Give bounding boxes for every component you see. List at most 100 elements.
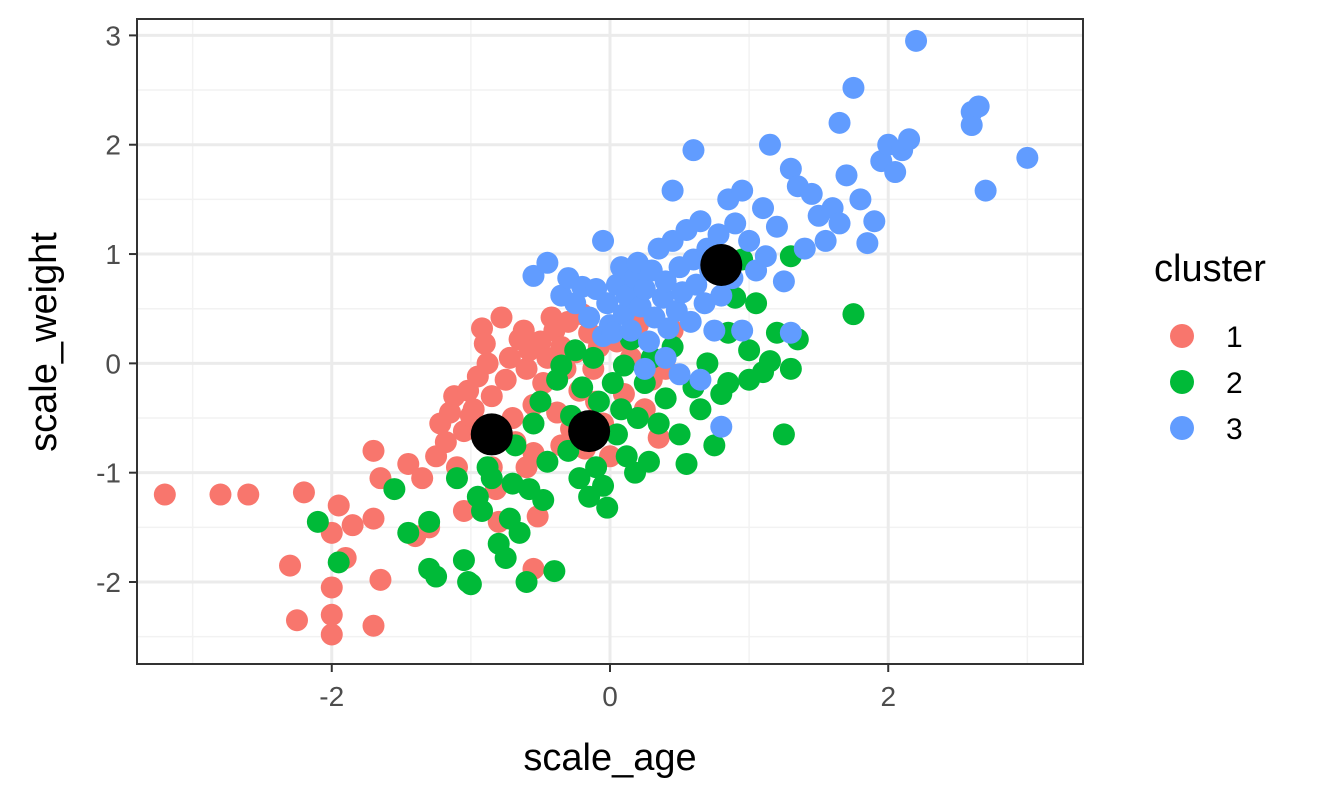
data-point-cluster-3 [884,161,907,184]
y-tick-label: -2 [96,567,121,598]
data-point-cluster-3 [710,415,733,438]
data-point-cluster-2 [383,478,406,501]
data-point-cluster-2 [615,445,638,468]
data-point-cluster-3 [596,292,619,315]
data-point-cluster-2 [610,398,633,421]
data-point-cluster-2 [508,521,531,544]
data-point-cluster-1 [369,568,392,591]
centroid-point [568,410,611,453]
data-point-cluster-3 [758,133,781,156]
data-point-cluster-2 [564,339,587,362]
y-tick-label: 2 [105,130,121,161]
data-point-cluster-1 [397,452,420,475]
data-point-cluster-3 [856,232,879,255]
data-point-cluster-1 [209,483,232,506]
data-point-cluster-3 [960,114,983,137]
data-point-cluster-3 [849,188,872,211]
data-point-cluster-3 [828,111,851,134]
data-point-cluster-3 [842,76,865,99]
data-point-cluster-3 [633,278,656,301]
data-point-cluster-3 [592,229,615,252]
data-point-cluster-3 [679,310,702,333]
data-point-cluster-3 [724,212,747,235]
legend-key-cluster-2 [1170,370,1194,394]
data-point-cluster-2 [592,474,615,497]
data-point-cluster-2 [529,390,552,413]
data-point-cluster-1 [473,332,496,355]
data-point-cluster-2 [522,412,545,435]
data-point-cluster-3 [967,95,990,118]
data-point-cluster-1 [494,368,517,391]
data-point-cluster-3 [835,164,858,187]
data-point-cluster-2 [758,350,781,373]
data-point-cluster-2 [612,354,635,377]
data-point-cluster-1 [327,494,350,517]
data-point-cluster-3 [752,197,775,220]
data-point-cluster-2 [745,292,768,315]
x-tick-label: 2 [880,681,896,712]
data-point-cluster-2 [327,551,350,574]
data-point-cluster-3 [682,139,705,162]
centroid-point [470,413,513,456]
data-point-cluster-3 [693,292,716,315]
legend-label-cluster-1: 1 [1226,321,1243,354]
data-point-cluster-3 [707,223,730,246]
data-point-cluster-2 [306,510,329,533]
data-point-cluster-1 [320,603,343,626]
data-points [153,29,1039,646]
data-point-cluster-3 [689,368,712,391]
data-point-cluster-2 [647,412,670,435]
data-point-cluster-1 [515,357,538,380]
data-point-cluster-1 [476,352,499,375]
data-point-cluster-2 [703,434,726,457]
data-point-cluster-2 [397,521,420,544]
data-point-cluster-3 [754,245,777,268]
x-tick-label: -2 [319,681,344,712]
data-point-cluster-3 [731,179,754,202]
data-point-cluster-1 [320,576,343,599]
data-point-cluster-3 [703,319,726,342]
y-tick-label: -1 [96,458,121,489]
data-point-cluster-3 [685,273,708,296]
data-point-cluster-3 [619,319,642,342]
data-point-cluster-3 [661,179,684,202]
data-point-cluster-3 [863,210,886,233]
data-point-cluster-1 [292,481,315,504]
data-point-cluster-2 [779,357,802,380]
data-point-cluster-2 [532,489,555,512]
data-point-cluster-2 [452,549,475,572]
data-point-cluster-2 [596,496,619,519]
x-tick-label: 0 [602,681,618,712]
data-point-cluster-1 [490,306,513,329]
y-tick-label: 3 [105,20,121,51]
data-point-cluster-2 [582,346,605,369]
data-point-cluster-3 [738,229,761,252]
data-point-cluster-2 [717,372,740,395]
data-point-cluster-1 [515,456,538,479]
data-point-cluster-2 [738,339,761,362]
data-point-cluster-1 [480,385,503,408]
data-point-cluster-1 [362,439,385,462]
data-point-cluster-3 [578,306,601,329]
data-point-cluster-3 [731,319,754,342]
legend-label-cluster-3: 3 [1226,413,1243,446]
data-point-cluster-2 [842,303,865,326]
x-axis-title: scale_age [523,737,696,779]
data-point-cluster-3 [772,270,795,293]
data-point-cluster-2 [494,546,517,569]
y-axis-title: scale_weight [23,232,65,452]
data-point-cluster-2 [654,387,677,410]
data-point-cluster-3 [814,229,837,252]
data-point-cluster-2 [605,423,628,446]
data-point-cluster-2 [425,565,448,588]
data-point-cluster-3 [779,157,802,180]
data-point-cluster-2 [445,467,468,490]
data-point-cluster-1 [279,554,302,577]
data-point-cluster-1 [341,514,364,537]
data-point-cluster-1 [498,346,521,369]
data-point-cluster-1 [434,431,457,454]
data-point-cluster-3 [668,363,691,386]
data-point-cluster-1 [153,483,176,506]
data-point-cluster-1 [362,507,385,530]
